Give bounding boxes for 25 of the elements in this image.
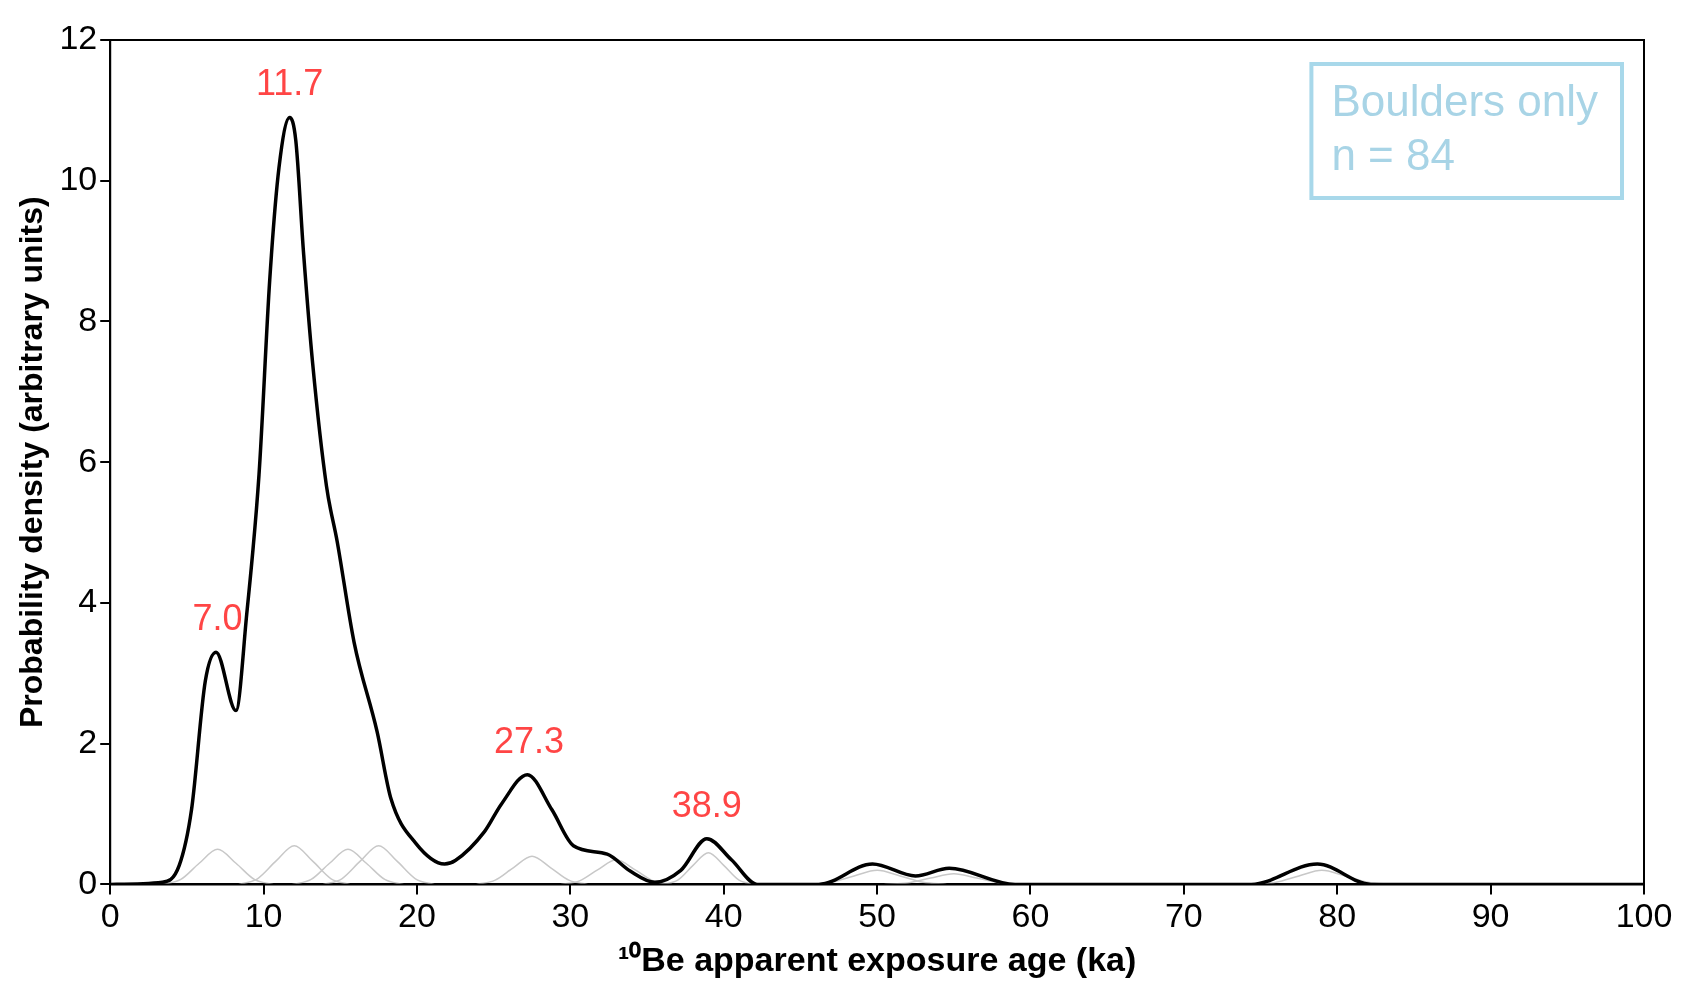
x-tick-label: 80 bbox=[1318, 896, 1357, 935]
x-axis-title: ¹⁰Be apparent exposure age (ka) bbox=[617, 939, 1137, 978]
y-tick-label: 6 bbox=[78, 440, 98, 479]
annotation: Boulders only bbox=[1331, 76, 1599, 126]
y-tick-label: 8 bbox=[78, 299, 98, 338]
annotation: 7.0 bbox=[192, 597, 243, 639]
x-tick-label: 40 bbox=[704, 896, 743, 935]
y-tick-label: 12 bbox=[59, 18, 98, 57]
x-tick-label: 70 bbox=[1164, 896, 1203, 935]
annotation: 11.7 bbox=[255, 62, 324, 104]
x-tick-label: 50 bbox=[858, 896, 897, 935]
y-axis-title: Probability density (arbitrary units) bbox=[13, 196, 50, 729]
annotation: 27.3 bbox=[493, 719, 564, 761]
y-tick-label: 0 bbox=[78, 862, 98, 901]
x-tick-label: 30 bbox=[551, 896, 590, 935]
x-tick-label: 10 bbox=[244, 896, 283, 935]
x-tick-label: 60 bbox=[1011, 896, 1050, 935]
x-tick-label: 20 bbox=[398, 896, 436, 935]
x-tick-label: 100 bbox=[1615, 896, 1673, 935]
annotation: 38.9 bbox=[671, 783, 742, 825]
x-tick-label: 90 bbox=[1471, 896, 1510, 935]
y-tick-label: 4 bbox=[78, 581, 98, 620]
y-tick-label: 2 bbox=[78, 722, 98, 761]
y-tick-label: 10 bbox=[59, 159, 98, 198]
annotation: n = 84 bbox=[1331, 130, 1455, 180]
